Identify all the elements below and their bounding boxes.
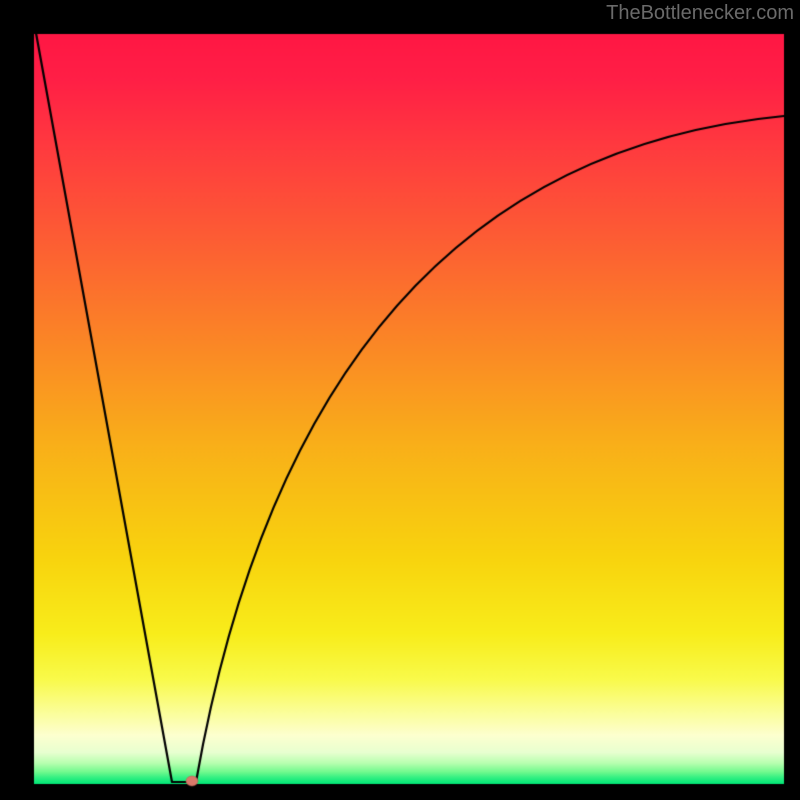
chart-root: TheBottlenecker.com: [0, 0, 800, 800]
bottleneck-curve-chart: [0, 0, 800, 800]
